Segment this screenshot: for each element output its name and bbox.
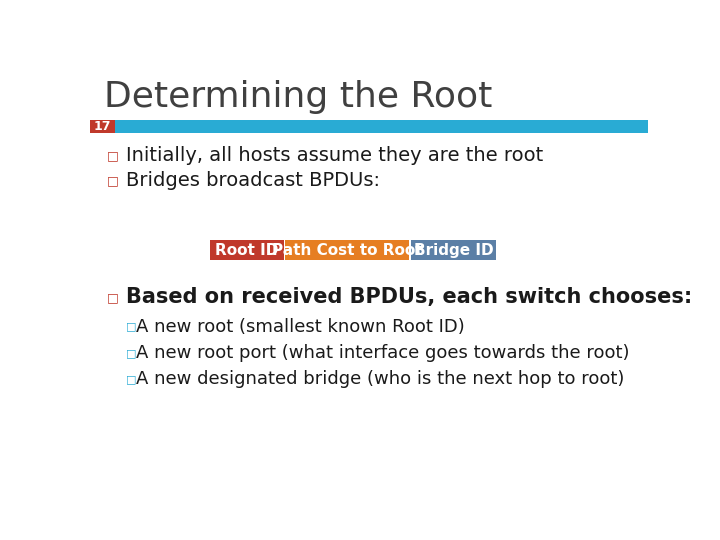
Text: Bridge ID: Bridge ID	[414, 243, 493, 258]
Text: □: □	[126, 322, 136, 332]
Text: A new designated bridge (who is the next hop to root): A new designated bridge (who is the next…	[137, 370, 625, 388]
Text: □: □	[107, 149, 119, 162]
Text: Root ID: Root ID	[215, 243, 279, 258]
Text: □: □	[126, 348, 136, 358]
Text: Initially, all hosts assume they are the root: Initially, all hosts assume they are the…	[126, 146, 543, 165]
FancyBboxPatch shape	[90, 120, 648, 132]
Text: □: □	[107, 174, 119, 187]
FancyBboxPatch shape	[411, 240, 496, 260]
Text: A new root port (what interface goes towards the root): A new root port (what interface goes tow…	[137, 344, 630, 362]
Text: Based on received BPDUs, each switch chooses:: Based on received BPDUs, each switch cho…	[126, 287, 692, 307]
FancyBboxPatch shape	[285, 240, 409, 260]
Text: Bridges broadcast BPDUs:: Bridges broadcast BPDUs:	[126, 171, 379, 190]
FancyBboxPatch shape	[90, 120, 114, 132]
FancyBboxPatch shape	[210, 240, 284, 260]
Text: A new root (smallest known Root ID): A new root (smallest known Root ID)	[137, 318, 465, 335]
Text: □: □	[126, 374, 136, 384]
Text: Path Cost to Root: Path Cost to Root	[272, 243, 423, 258]
Text: 17: 17	[94, 120, 111, 133]
Text: □: □	[107, 291, 119, 304]
Text: Determining the Root: Determining the Root	[104, 80, 492, 114]
